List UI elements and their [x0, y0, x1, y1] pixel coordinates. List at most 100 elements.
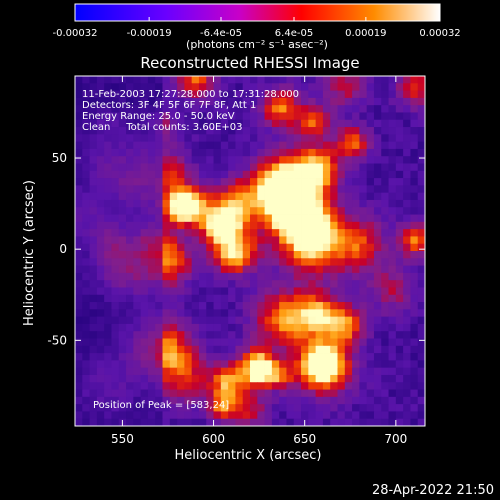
heatmap-cell	[242, 214, 251, 223]
heatmap-cell	[264, 243, 273, 252]
heatmap-cell	[410, 148, 419, 157]
heatmap-cell	[213, 280, 222, 288]
heatmap-cell	[155, 199, 163, 208]
heatmap-cell	[381, 382, 389, 390]
heatmap-cell	[111, 163, 120, 172]
heatmap-cell	[206, 105, 214, 113]
heatmap-cell	[126, 280, 134, 288]
heatmap-cell	[395, 338, 404, 347]
heatmap-cell	[242, 76, 251, 84]
heatmap-cell	[373, 192, 382, 201]
heatmap-cell	[242, 178, 251, 186]
heatmap-cell	[264, 323, 273, 332]
heatmap-cell	[118, 236, 127, 245]
heatmap-cell	[96, 338, 105, 347]
heatmap-cell	[330, 127, 338, 135]
heatmap-cell	[177, 148, 185, 157]
heatmap-cell	[206, 178, 214, 186]
heatmap-cell	[220, 141, 229, 150]
heatmap-cell	[82, 382, 90, 390]
heatmap-cell	[417, 192, 426, 201]
heatmap-cell	[184, 170, 193, 179]
heatmap-cell	[191, 105, 200, 113]
heatmap-cell	[104, 192, 112, 201]
heatmap-cell	[293, 323, 302, 332]
heatmap-cell	[118, 294, 127, 303]
heatmap-cell	[235, 382, 244, 390]
heatmap-cell	[82, 105, 90, 113]
heatmap-cell	[96, 148, 105, 157]
heatmap-cell	[235, 396, 244, 405]
heatmap-cell	[82, 127, 90, 135]
heatmap-cell	[198, 76, 207, 84]
heatmap-cell	[301, 367, 309, 376]
heatmap-cell	[417, 251, 426, 259]
heatmap-cell	[315, 199, 324, 208]
heatmap-cell	[96, 294, 105, 303]
heatmap-cell	[89, 199, 98, 208]
heatmap-cell	[388, 418, 397, 427]
heatmap-cell	[206, 134, 214, 143]
heatmap-cell	[344, 156, 353, 164]
heatmap-cell	[257, 229, 265, 237]
heatmap-cell	[89, 258, 98, 266]
heatmap-cell	[242, 353, 251, 361]
heatmap-cell	[140, 294, 149, 303]
heatmap-cell	[118, 148, 127, 157]
heatmap-cell	[381, 389, 389, 398]
heatmap-cell	[206, 360, 214, 369]
heatmap-cell	[250, 280, 258, 288]
heatmap-cell	[242, 141, 251, 150]
heatmap-cell	[111, 185, 120, 194]
heatmap-cell	[344, 258, 353, 266]
heatmap-cell	[359, 90, 368, 99]
heatmap-cell	[96, 382, 105, 390]
heatmap-cell	[381, 404, 389, 412]
heatmap-cell	[198, 258, 207, 266]
heatmap-cell	[169, 338, 178, 347]
heatmap-cell	[140, 404, 149, 412]
heatmap-cell	[220, 97, 229, 106]
heatmap-cell	[417, 156, 426, 164]
heatmap-cell	[191, 374, 200, 383]
heatmap-cell	[337, 199, 346, 208]
heatmap-cell	[169, 280, 178, 288]
heatmap-cell	[373, 97, 382, 106]
heatmap-cell	[286, 229, 295, 237]
heatmap-cell	[366, 251, 375, 259]
heatmap-cell	[111, 148, 120, 157]
heatmap-cell	[286, 345, 295, 354]
heatmap-cell	[140, 156, 149, 164]
heatmap-cell	[242, 156, 251, 164]
heatmap-cell	[104, 229, 112, 237]
heatmap-cell	[191, 309, 200, 318]
heatmap-cell	[250, 243, 258, 252]
heatmap-cell	[264, 221, 273, 230]
heatmap-cell	[228, 374, 236, 383]
heatmap-cell	[96, 345, 105, 354]
heatmap-cell	[169, 105, 178, 113]
heatmap-cell	[177, 207, 185, 215]
heatmap-cell	[220, 214, 229, 223]
heatmap-cell	[279, 374, 287, 383]
heatmap-cell	[315, 134, 324, 143]
heatmap-cell	[410, 331, 419, 339]
heatmap-cell	[75, 345, 83, 354]
heatmap-cell	[403, 316, 411, 325]
heatmap-cell	[388, 353, 397, 361]
heatmap-cell	[220, 367, 229, 376]
heatmap-cell	[147, 396, 156, 405]
heatmap-cell	[133, 105, 142, 113]
heatmap-cell	[417, 353, 426, 361]
heatmap-cell	[242, 199, 251, 208]
heatmap-cell	[140, 302, 149, 310]
heatmap-cell	[417, 411, 426, 420]
heatmap-cell	[177, 141, 185, 150]
heatmap-cell	[169, 287, 178, 296]
heatmap-cell	[184, 90, 193, 99]
heatmap-cell	[366, 221, 375, 230]
heatmap-cell	[184, 141, 193, 150]
heatmap-cell	[184, 265, 193, 274]
heatmap-cell	[198, 207, 207, 215]
heatmap-cell	[169, 323, 178, 332]
